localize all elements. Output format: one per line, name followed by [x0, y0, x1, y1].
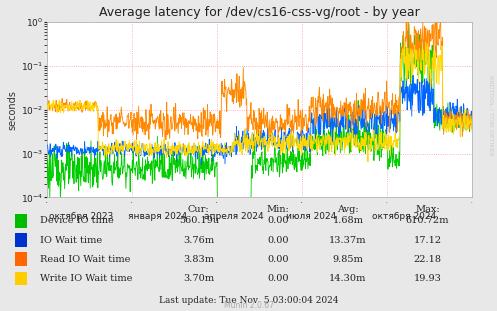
- Text: Write IO Wait time: Write IO Wait time: [40, 274, 132, 283]
- Text: 1.68m: 1.68m: [332, 216, 363, 225]
- Text: 22.18: 22.18: [414, 255, 441, 264]
- Text: Read IO Wait time: Read IO Wait time: [40, 255, 130, 264]
- Text: Last update: Tue Nov  5 03:00:04 2024: Last update: Tue Nov 5 03:00:04 2024: [159, 296, 338, 305]
- Text: 19.93: 19.93: [414, 274, 441, 283]
- Text: октября 2024: октября 2024: [372, 211, 436, 220]
- Text: 13.37m: 13.37m: [329, 236, 367, 244]
- Text: 3.70m: 3.70m: [183, 274, 214, 283]
- Text: Cur:: Cur:: [188, 205, 210, 214]
- Text: Avg:: Avg:: [337, 205, 359, 214]
- Text: 3.76m: 3.76m: [183, 236, 214, 244]
- Text: Min:: Min:: [267, 205, 290, 214]
- Text: 0.00: 0.00: [267, 255, 289, 264]
- Text: 3.83m: 3.83m: [183, 255, 214, 264]
- Text: 17.12: 17.12: [414, 236, 441, 244]
- Text: 0.00: 0.00: [267, 236, 289, 244]
- Text: января 2024: января 2024: [128, 211, 187, 220]
- Text: октября 2023: октября 2023: [49, 211, 113, 220]
- Text: Max:: Max:: [415, 205, 440, 214]
- Title: Average latency for /dev/cs16-css-vg/root - by year: Average latency for /dev/cs16-css-vg/roo…: [99, 6, 420, 19]
- Text: 9.85m: 9.85m: [332, 255, 363, 264]
- Text: апреля 2024: апреля 2024: [204, 211, 264, 220]
- Text: RRDTOOL / TOBI OETIKER: RRDTOOL / TOBI OETIKER: [489, 75, 494, 156]
- Text: 560.19u: 560.19u: [179, 216, 219, 225]
- Text: 14.30m: 14.30m: [329, 274, 367, 283]
- Text: 0.00: 0.00: [267, 274, 289, 283]
- Text: IO Wait time: IO Wait time: [40, 236, 102, 244]
- Text: 610.72m: 610.72m: [406, 216, 449, 225]
- Text: июля 2024: июля 2024: [286, 211, 336, 220]
- Text: 0.00: 0.00: [267, 216, 289, 225]
- Y-axis label: seconds: seconds: [8, 90, 18, 130]
- Text: Munin 2.0.67: Munin 2.0.67: [224, 301, 273, 310]
- Text: Device IO time: Device IO time: [40, 216, 113, 225]
